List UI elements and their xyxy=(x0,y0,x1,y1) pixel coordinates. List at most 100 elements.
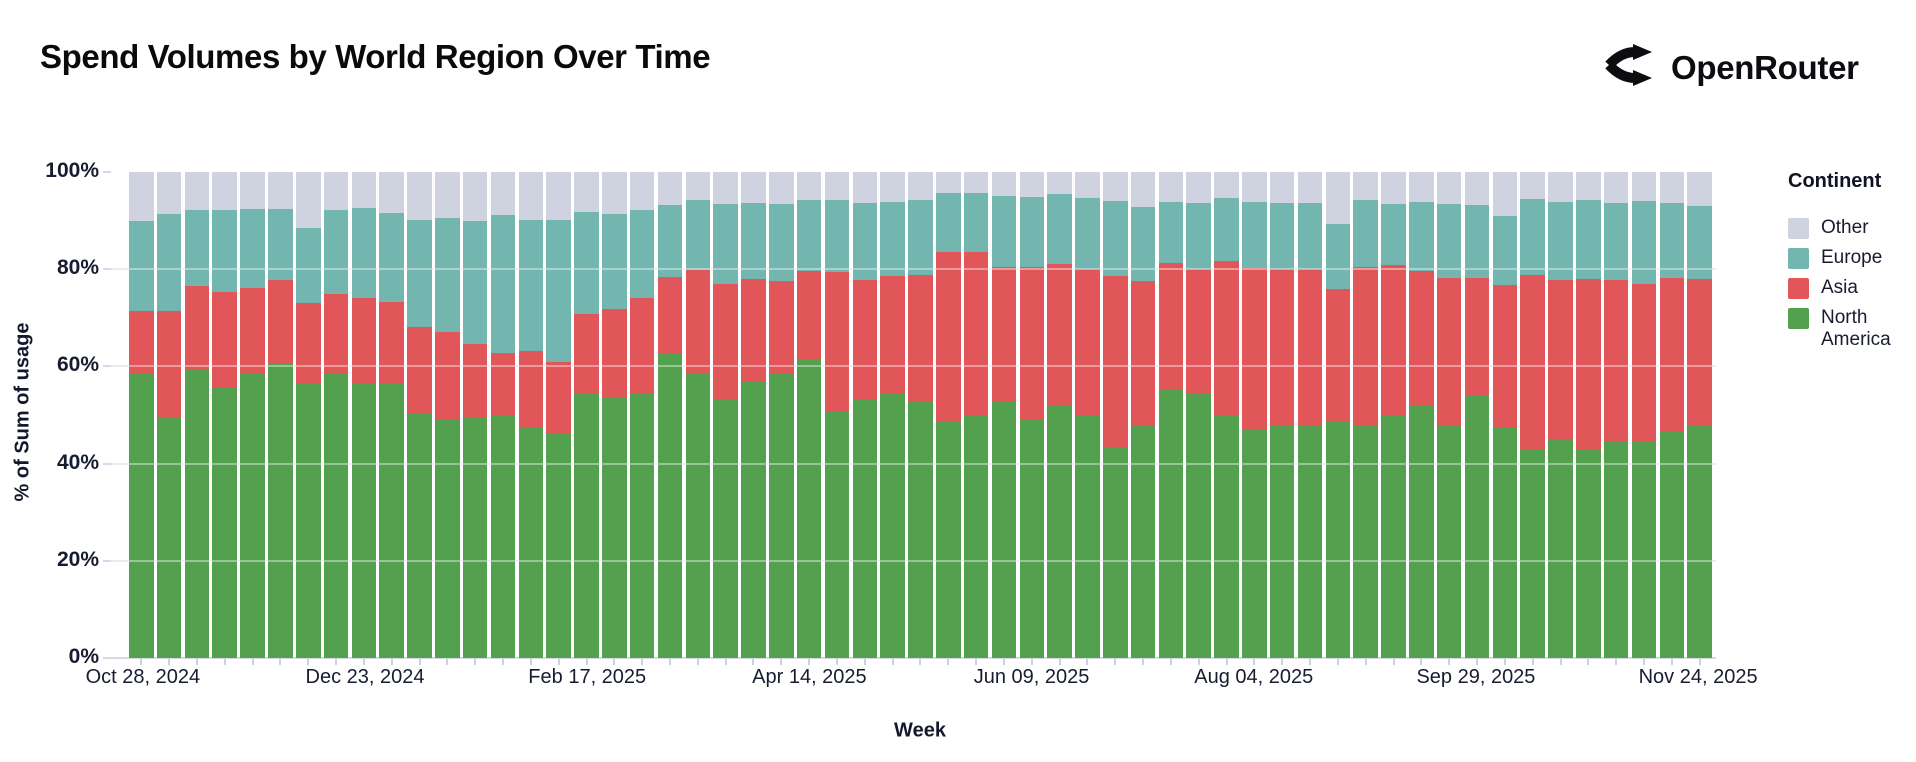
bar-segment-asia[interactable] xyxy=(407,327,432,415)
bar-segment-north-america[interactable] xyxy=(1464,396,1490,658)
bar-segment-north-america[interactable] xyxy=(685,373,711,658)
bar-week-dec-02-2024[interactable] xyxy=(268,172,293,658)
bar-segment-north-america[interactable] xyxy=(574,392,599,658)
bar-segment-europe[interactable] xyxy=(1576,200,1601,280)
bar-segment-asia[interactable] xyxy=(351,297,377,384)
bar-segment-europe[interactable] xyxy=(713,203,738,284)
bar-segment-asia[interactable] xyxy=(852,279,878,401)
bar-segment-north-america[interactable] xyxy=(1520,448,1545,658)
bar-segment-other[interactable] xyxy=(268,172,293,209)
bar-segment-europe[interactable] xyxy=(852,202,878,280)
bar-segment-europe[interactable] xyxy=(741,202,766,280)
bar-segment-north-america[interactable] xyxy=(129,372,154,658)
bar-segment-other[interactable] xyxy=(1381,172,1406,204)
bar-week-dec-16-2024[interactable] xyxy=(323,172,349,658)
bar-segment-europe[interactable] xyxy=(546,220,571,363)
bar-segment-north-america[interactable] xyxy=(1603,441,1629,658)
bar-segment-asia[interactable] xyxy=(518,351,544,427)
bar-week-sep-01-2025[interactable] xyxy=(1353,172,1378,658)
bar-segment-other[interactable] xyxy=(490,172,516,216)
bar-week-jul-14-2025[interactable] xyxy=(1158,172,1184,658)
bar-segment-other[interactable] xyxy=(1325,172,1351,224)
bar-segment-europe[interactable] xyxy=(991,196,1017,268)
bar-week-feb-24-2025[interactable] xyxy=(602,172,627,658)
bar-segment-other[interactable] xyxy=(351,172,377,209)
bar-week-nov-11-2024[interactable] xyxy=(184,172,210,658)
bar-segment-other[interactable] xyxy=(880,172,905,202)
bar-segment-north-america[interactable] xyxy=(156,417,182,658)
bar-segment-asia[interactable] xyxy=(1548,280,1573,441)
bar-week-aug-04-2025[interactable] xyxy=(1242,172,1267,658)
bar-segment-europe[interactable] xyxy=(435,217,460,332)
bar-segment-other[interactable] xyxy=(212,172,238,211)
bar-segment-asia[interactable] xyxy=(602,309,627,398)
bar-segment-other[interactable] xyxy=(1492,172,1518,217)
bar-segment-asia[interactable] xyxy=(1158,262,1184,390)
bar-segment-other[interactable] xyxy=(1075,172,1100,198)
bar-segment-europe[interactable] xyxy=(1102,201,1128,277)
bar-segment-asia[interactable] xyxy=(936,251,961,422)
bar-segment-north-america[interactable] xyxy=(546,434,571,658)
bar-segment-europe[interactable] xyxy=(1158,202,1184,263)
bar-week-jan-27-2025[interactable] xyxy=(490,172,516,658)
bar-segment-europe[interactable] xyxy=(1687,206,1712,280)
bar-segment-europe[interactable] xyxy=(880,201,905,277)
bar-week-oct-06-2025[interactable] xyxy=(1492,172,1518,658)
bar-segment-asia[interactable] xyxy=(323,294,349,374)
bar-segment-europe[interactable] xyxy=(1409,201,1434,272)
bar-segment-europe[interactable] xyxy=(1381,203,1406,266)
bar-segment-north-america[interactable] xyxy=(518,426,544,658)
bar-segment-north-america[interactable] xyxy=(1214,415,1239,658)
bar-week-nov-18-2024[interactable] xyxy=(212,172,238,658)
bar-segment-other[interactable] xyxy=(1130,172,1156,208)
bar-segment-asia[interactable] xyxy=(1075,269,1100,416)
bar-segment-north-america[interactable] xyxy=(184,369,210,658)
bar-week-jul-21-2025[interactable] xyxy=(1186,172,1211,658)
bar-segment-europe[interactable] xyxy=(1186,202,1211,269)
bar-week-dec-23-2024[interactable] xyxy=(351,172,377,658)
bar-week-mar-31-2025[interactable] xyxy=(741,172,766,658)
bar-week-apr-07-2025[interactable] xyxy=(769,172,794,658)
bar-segment-other[interactable] xyxy=(435,172,460,218)
bar-segment-asia[interactable] xyxy=(1130,280,1156,427)
bar-segment-north-america[interactable] xyxy=(1047,406,1072,658)
bar-segment-asia[interactable] xyxy=(1019,267,1045,420)
bar-segment-asia[interactable] xyxy=(295,303,321,383)
bar-segment-north-america[interactable] xyxy=(963,415,989,658)
bar-segment-asia[interactable] xyxy=(1687,279,1712,426)
bar-segment-asia[interactable] xyxy=(1631,283,1657,442)
bar-segment-europe[interactable] xyxy=(1603,202,1629,281)
bar-segment-other[interactable] xyxy=(184,172,210,211)
bar-week-aug-18-2025[interactable] xyxy=(1297,172,1323,658)
bar-segment-north-america[interactable] xyxy=(240,373,265,658)
bar-segment-other[interactable] xyxy=(546,172,571,221)
bar-segment-north-america[interactable] xyxy=(824,410,850,658)
bar-week-nov-04-2024[interactable] xyxy=(156,172,182,658)
bar-segment-asia[interactable] xyxy=(156,311,182,418)
bar-segment-europe[interactable] xyxy=(1464,205,1490,279)
bar-segment-asia[interactable] xyxy=(741,279,766,381)
bar-week-feb-10-2025[interactable] xyxy=(546,172,571,658)
bar-week-oct-28-2024[interactable] xyxy=(129,172,154,658)
bar-week-aug-25-2025[interactable] xyxy=(1325,172,1351,658)
bar-segment-europe[interactable] xyxy=(824,200,850,273)
bar-week-nov-17-2025[interactable] xyxy=(1659,172,1685,658)
bar-segment-other[interactable] xyxy=(685,172,711,201)
bar-segment-asia[interactable] xyxy=(824,272,850,411)
bar-segment-north-america[interactable] xyxy=(1576,448,1601,658)
bar-segment-other[interactable] xyxy=(1687,172,1712,207)
bar-segment-asia[interactable] xyxy=(435,331,460,421)
bar-week-feb-17-2025[interactable] xyxy=(574,172,599,658)
bar-segment-other[interactable] xyxy=(1047,172,1072,195)
bar-segment-other[interactable] xyxy=(713,172,738,204)
bar-segment-europe[interactable] xyxy=(1548,202,1573,281)
bar-segment-north-america[interactable] xyxy=(351,383,377,658)
bar-segment-other[interactable] xyxy=(629,172,655,211)
bar-week-may-05-2025[interactable] xyxy=(880,172,905,658)
bar-week-aug-11-2025[interactable] xyxy=(1269,172,1295,658)
bar-week-sep-15-2025[interactable] xyxy=(1409,172,1434,658)
bar-segment-asia[interactable] xyxy=(796,271,822,359)
bar-segment-europe[interactable] xyxy=(379,212,404,303)
bar-segment-other[interactable] xyxy=(769,172,794,204)
bar-segment-other[interactable] xyxy=(963,172,989,193)
